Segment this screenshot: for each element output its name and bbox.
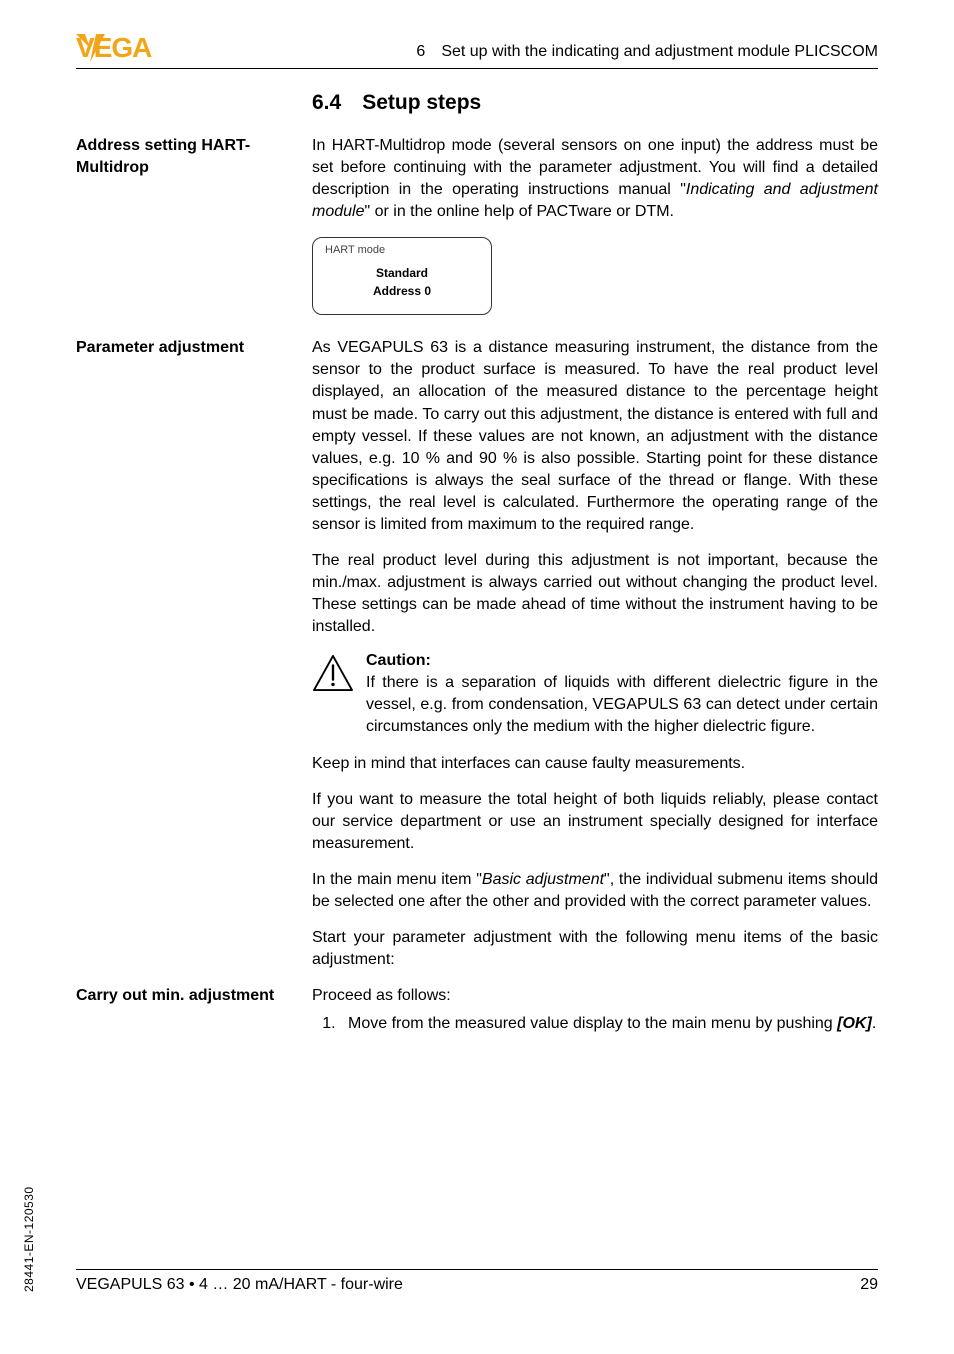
para-after-1: Keep in mind that interfaces can cause f… <box>312 753 878 775</box>
lcd-display: HART mode Standard Address 0 <box>312 237 492 315</box>
brand-logo: VEGA <box>76 32 186 64</box>
ordered-list-carry: Move from the measured value display to … <box>312 1013 878 1035</box>
caution-title: Caution: <box>366 652 878 670</box>
side-label-carry: Carry out min. adjustment <box>76 985 296 1007</box>
para-after-2: If you want to measure the total height … <box>312 789 878 855</box>
caution-icon <box>312 654 354 692</box>
display-standard: Standard <box>325 264 479 282</box>
header-chapter: 6 Set up with the indicating and adjustm… <box>416 43 878 64</box>
caution-body: If there is a separation of liquids with… <box>366 672 878 738</box>
para-after-4: Start your parameter adjustment with the… <box>312 927 878 971</box>
list-item-1: Move from the measured value display to … <box>340 1013 878 1035</box>
para-param-1: As VEGAPULS 63 is a distance measuring i… <box>312 337 878 536</box>
section-title: 6.4 Setup steps <box>312 91 878 115</box>
side-label-parameter: Parameter adjustment <box>76 337 296 359</box>
para-after-3: In the main menu item "Basic adjustment"… <box>312 869 878 913</box>
para-address: In HART-Multidrop mode (several sensors … <box>312 135 878 223</box>
side-label-address: Address setting HART-Multidrop <box>76 135 296 178</box>
para-param-2: The real product level during this adjus… <box>312 550 878 638</box>
display-hart-mode: HART mode <box>325 244 479 256</box>
footer-left: VEGAPULS 63 • 4 … 20 mA/HART - four-wire <box>76 1276 403 1294</box>
doc-id-vertical: 28441-EN-120530 <box>22 1186 36 1292</box>
para-carry-intro: Proceed as follows: <box>312 985 878 1007</box>
svg-text:VEGA: VEGA <box>76 32 152 63</box>
display-address: Address 0 <box>325 282 479 300</box>
footer-page-number: 29 <box>860 1276 878 1294</box>
